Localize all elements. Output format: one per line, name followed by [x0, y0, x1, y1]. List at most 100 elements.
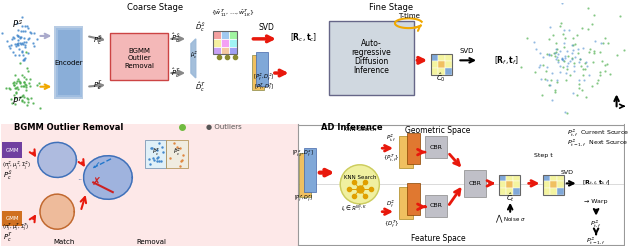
Text: $P^\mathcal{T}$: $P^\mathcal{T}$: [12, 96, 24, 108]
FancyBboxPatch shape: [328, 21, 415, 95]
FancyBboxPatch shape: [464, 170, 486, 197]
FancyBboxPatch shape: [406, 183, 420, 215]
Text: $\hat{C}_0$: $\hat{C}_0$: [436, 72, 445, 84]
Polygon shape: [40, 194, 74, 229]
Text: $P_c^\mathcal{S}$: $P_c^\mathcal{S}$: [3, 169, 13, 182]
Text: AD Inference: AD Inference: [321, 123, 383, 132]
FancyBboxPatch shape: [431, 55, 438, 61]
Text: $P_c^\mathcal{T}$: $P_c^\mathcal{T}$: [93, 78, 103, 91]
Text: $\hat{P}_c^\mathcal{T}$: $\hat{P}_c^\mathcal{T}$: [172, 66, 181, 80]
Text: Match: Match: [53, 239, 75, 245]
FancyBboxPatch shape: [445, 55, 452, 61]
FancyBboxPatch shape: [543, 175, 550, 182]
FancyBboxPatch shape: [229, 31, 237, 39]
Text: ...: ...: [77, 173, 84, 182]
FancyBboxPatch shape: [513, 188, 520, 195]
FancyBboxPatch shape: [431, 68, 438, 75]
FancyBboxPatch shape: [431, 61, 438, 68]
Text: $[P_f^\mathcal{S},D_f^\mathcal{S}]$: $[P_f^\mathcal{S},D_f^\mathcal{S}]$: [253, 73, 275, 83]
FancyBboxPatch shape: [213, 31, 221, 39]
Text: $(\pi_j^\mathcal{T}, \mu_j^\mathcal{T}, \Sigma_j^\mathcal{T})$: $(\pi_j^\mathcal{T}, \mu_j^\mathcal{T}, …: [3, 222, 30, 234]
FancyBboxPatch shape: [110, 33, 168, 80]
FancyBboxPatch shape: [506, 175, 513, 182]
FancyBboxPatch shape: [445, 61, 452, 68]
Text: $[\mathbf{R}_c, \mathbf{t}_c]$: $[\mathbf{R}_c, \mathbf{t}_c]$: [289, 32, 317, 44]
Text: $P_{t-1,f}^\mathcal{S}$  Next Source: $P_{t-1,f}^\mathcal{S}$ Next Source: [567, 138, 628, 148]
Text: $\{P_{t,f}^\mathcal{T}\}$: $\{P_{t,f}^\mathcal{T}\}$: [383, 153, 399, 163]
Text: $\hat{P}_c^\mathcal{S}$: $\hat{P}_c^\mathcal{S}$: [173, 146, 181, 158]
FancyBboxPatch shape: [506, 188, 513, 195]
Polygon shape: [191, 39, 196, 78]
Text: $\hat{C}_t$: $\hat{C}_t$: [506, 192, 515, 204]
Text: Inference: Inference: [353, 65, 390, 75]
Text: ● Outliers: ● Outliers: [205, 124, 241, 130]
Text: CBR: CBR: [429, 145, 442, 150]
Text: Outlier: Outlier: [127, 55, 151, 62]
Text: KNN Search: KNN Search: [344, 175, 376, 180]
Text: Diffusion: Diffusion: [355, 57, 388, 66]
Text: BGMM Outlier Removal: BGMM Outlier Removal: [14, 123, 124, 132]
Circle shape: [340, 165, 380, 204]
Text: Step t: Step t: [534, 153, 553, 158]
FancyBboxPatch shape: [425, 136, 447, 158]
FancyBboxPatch shape: [513, 182, 520, 188]
FancyBboxPatch shape: [438, 68, 445, 75]
Text: T-time: T-time: [397, 13, 420, 19]
FancyBboxPatch shape: [506, 182, 513, 188]
FancyBboxPatch shape: [1, 124, 298, 246]
FancyBboxPatch shape: [256, 52, 268, 86]
Polygon shape: [38, 142, 76, 178]
Text: $\{D_f^\mathcal{T}\}$: $\{D_f^\mathcal{T}\}$: [383, 219, 399, 230]
FancyBboxPatch shape: [58, 30, 79, 96]
FancyBboxPatch shape: [399, 187, 413, 219]
FancyBboxPatch shape: [499, 175, 506, 182]
FancyBboxPatch shape: [300, 153, 311, 197]
Text: $\{\hat{w}_{11}^\mathcal{T},\ldots,\hat{w}_{1K}^\mathcal{T}\}$: $\{\hat{w}_{11}^\mathcal{T},\ldots,\hat{…: [211, 8, 255, 19]
Text: SVD: SVD: [258, 23, 274, 32]
Text: CBR: CBR: [468, 181, 481, 186]
FancyBboxPatch shape: [550, 188, 557, 195]
FancyBboxPatch shape: [543, 188, 550, 195]
Text: $\bigwedge$ Noise $\sigma$: $\bigwedge$ Noise $\sigma$: [495, 212, 525, 225]
FancyBboxPatch shape: [3, 142, 22, 158]
Text: Fine Stage: Fine Stage: [369, 3, 413, 12]
Text: regressive: regressive: [351, 48, 392, 57]
Text: ✓: ✓: [92, 161, 101, 171]
Polygon shape: [84, 156, 132, 199]
Text: SVD: SVD: [459, 48, 474, 54]
Text: Feature Space: Feature Space: [411, 234, 465, 243]
Text: GMM: GMM: [6, 216, 19, 221]
FancyBboxPatch shape: [304, 148, 316, 192]
FancyBboxPatch shape: [298, 124, 625, 246]
Text: → Warp: → Warp: [584, 199, 608, 204]
Text: $P^\mathcal{S}$: $P^\mathcal{S}$: [12, 18, 24, 30]
Text: $(\pi_j^\mathcal{S}, \mu_j^\mathcal{S}, \Sigma_j^\mathcal{S})$: $(\pi_j^\mathcal{S}, \mu_j^\mathcal{S}, …: [2, 160, 31, 172]
FancyBboxPatch shape: [213, 47, 221, 55]
Text: Removal: Removal: [137, 239, 167, 245]
FancyBboxPatch shape: [213, 39, 221, 47]
FancyBboxPatch shape: [54, 26, 83, 99]
Text: SVD: SVD: [560, 170, 573, 175]
Text: $P_{t,f}^\mathcal{S}$: $P_{t,f}^\mathcal{S}$: [386, 133, 396, 143]
Text: $P_c^\mathcal{S}$: $P_c^\mathcal{S}$: [93, 35, 103, 47]
Text: $[P_{t,f}^\mathcal{S}, D_f^\mathcal{S}]$: $[P_{t,f}^\mathcal{S}, D_f^\mathcal{S}]$: [292, 148, 314, 158]
FancyBboxPatch shape: [438, 61, 445, 68]
Text: CBR: CBR: [429, 203, 442, 208]
Text: $P_c^\mathcal{T}$: $P_c^\mathcal{T}$: [3, 230, 13, 243]
FancyBboxPatch shape: [513, 175, 520, 182]
Text: Encoder: Encoder: [54, 60, 83, 66]
Text: Coarse Stage: Coarse Stage: [127, 3, 183, 12]
FancyBboxPatch shape: [557, 188, 564, 195]
FancyBboxPatch shape: [221, 31, 229, 39]
FancyBboxPatch shape: [550, 175, 557, 182]
FancyBboxPatch shape: [499, 182, 506, 188]
FancyBboxPatch shape: [499, 188, 506, 195]
FancyBboxPatch shape: [550, 182, 557, 188]
Text: $P_{t,f}^\mathcal{S}$: $P_{t,f}^\mathcal{S}$: [590, 219, 602, 229]
FancyBboxPatch shape: [399, 136, 413, 168]
Text: $P_{t,f}^\mathcal{S}$  Current Source: $P_{t,f}^\mathcal{S}$ Current Source: [567, 128, 629, 137]
Text: KNN Search: KNN Search: [344, 127, 376, 132]
Text: $\hat{\mu}_c^\mathcal{S}$: $\hat{\mu}_c^\mathcal{S}$: [189, 50, 198, 61]
Text: Removal: Removal: [124, 63, 154, 69]
FancyBboxPatch shape: [221, 47, 229, 55]
